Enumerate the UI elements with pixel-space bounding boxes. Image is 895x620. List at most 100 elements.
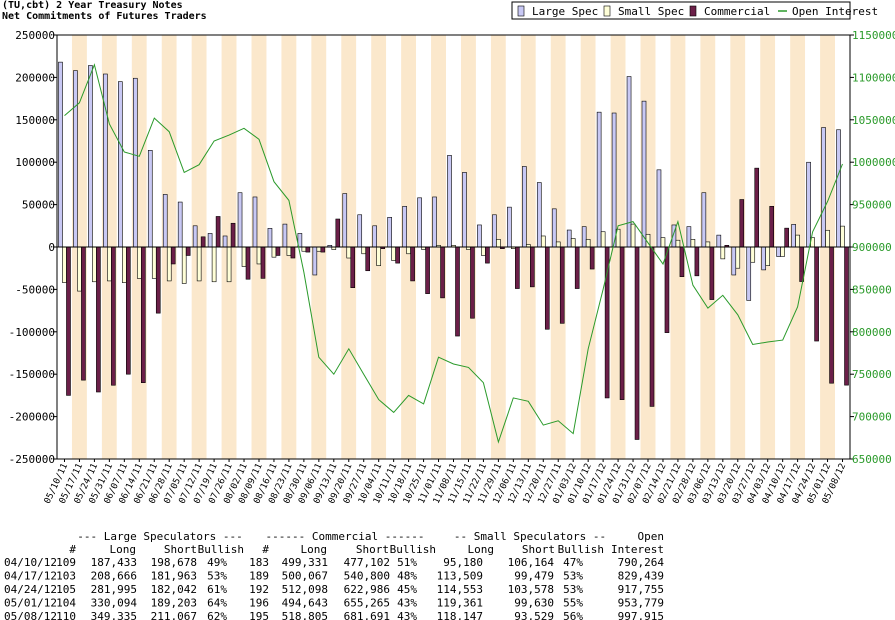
bar: [675, 239, 681, 248]
bar: [530, 246, 535, 288]
table-cell: 829,439: [618, 570, 664, 583]
table-cell: 189: [249, 570, 269, 583]
bar: [237, 192, 243, 248]
table-cell: 540,800: [344, 570, 390, 583]
bar: [780, 246, 785, 257]
y2-tick-label: 700000: [852, 411, 892, 424]
table-cell: 04/24/12: [4, 583, 57, 596]
bar: [170, 246, 176, 265]
bar: [844, 246, 849, 386]
table-cell: 477,102: [344, 556, 390, 569]
bar: [566, 229, 572, 248]
table-cell: 195: [249, 610, 269, 620]
bar: [126, 246, 131, 375]
bar: [791, 224, 796, 248]
table-cell: 53%: [207, 570, 227, 583]
table-cell: 211,067: [151, 610, 197, 620]
table-cell: 119,361: [437, 597, 483, 610]
table-cell: 93,529: [514, 610, 554, 620]
y2-tick-label: 1000000: [852, 156, 895, 169]
table-column-header: Short: [356, 543, 389, 556]
bar: [267, 228, 273, 248]
table-cell: 187,433: [91, 556, 137, 569]
table-cell: 349,335: [91, 610, 137, 620]
bar: [275, 246, 281, 256]
table-column-header: Short: [164, 543, 197, 556]
y-tick-label: -150000: [9, 368, 55, 381]
table-group-header: -- Small Speculators --: [454, 530, 606, 543]
table-cell: 05/08/12: [4, 610, 57, 620]
table-column-header: #: [262, 543, 269, 556]
bar: [432, 196, 437, 248]
y2-tick-label: 850000: [852, 283, 892, 296]
bar: [200, 236, 206, 248]
bar: [62, 246, 67, 283]
y2-tick-label: 800000: [852, 326, 892, 339]
y2-tick-label: 1050000: [852, 114, 895, 127]
bar: [77, 246, 82, 292]
bar: [305, 246, 311, 253]
table-cell: 655,265: [344, 597, 390, 610]
table-cell: 103,578: [508, 583, 554, 596]
bar: [735, 246, 741, 269]
bar: [626, 76, 632, 248]
bar: [600, 231, 606, 248]
y2-tick-label: 1150000: [852, 29, 895, 42]
bar: [492, 214, 497, 248]
bar: [147, 150, 153, 248]
bar: [372, 225, 377, 248]
table-cell: 622,986: [344, 583, 390, 596]
bar: [551, 208, 557, 248]
table-cell: 182,042: [151, 583, 197, 596]
y-tick-label: -50000: [15, 283, 55, 296]
bar: [649, 246, 655, 407]
bar: [739, 199, 745, 248]
table-column-header: Bullish: [558, 543, 604, 556]
bar: [544, 246, 550, 330]
bar: [365, 246, 371, 272]
table-cell: 917,755: [618, 583, 664, 596]
legend-label: Small Spec: [618, 5, 684, 18]
table-cell: 494,643: [282, 597, 328, 610]
bar: [118, 81, 123, 248]
y2-tick-label: 900000: [852, 241, 892, 254]
bar: [256, 246, 262, 265]
bar: [320, 246, 326, 253]
table-cell: 49%: [207, 556, 227, 569]
bar: [485, 246, 490, 264]
bar: [694, 246, 700, 277]
bar: [765, 246, 771, 266]
table-cell: 790,264: [618, 556, 665, 569]
y2-tick-label: 650000: [852, 453, 892, 466]
bar: [245, 246, 251, 280]
table-column-header: Bullish: [390, 543, 436, 556]
table-cell: 105: [56, 583, 76, 596]
bar: [350, 246, 356, 289]
bar: [417, 197, 422, 248]
bar: [252, 196, 258, 248]
y-tick-label: 50000: [22, 199, 55, 212]
table-column-header: Interest: [611, 543, 664, 556]
table-cell: 181,963: [151, 570, 197, 583]
bar: [192, 225, 198, 248]
bar: [346, 246, 352, 259]
bar: [103, 73, 108, 248]
bar: [222, 235, 228, 248]
bar: [301, 246, 307, 252]
table-cell: 106,164: [508, 556, 555, 569]
table-cell: 45%: [397, 583, 417, 596]
y2-tick-label: 950000: [852, 199, 892, 212]
bar: [406, 246, 411, 255]
data-table: --- Large Speculators --- ------ Commerci…: [4, 530, 664, 620]
bar: [462, 172, 467, 248]
bar: [376, 246, 381, 266]
legend-box: [511, 1, 851, 20]
bar: [282, 223, 288, 248]
bar: [111, 246, 116, 386]
bar: [96, 246, 101, 393]
table-group-header: ------ Commercial ------: [266, 530, 425, 543]
bar: [496, 239, 501, 248]
table-cell: 48%: [397, 570, 417, 583]
bar: [395, 246, 400, 264]
bar: [716, 234, 722, 248]
